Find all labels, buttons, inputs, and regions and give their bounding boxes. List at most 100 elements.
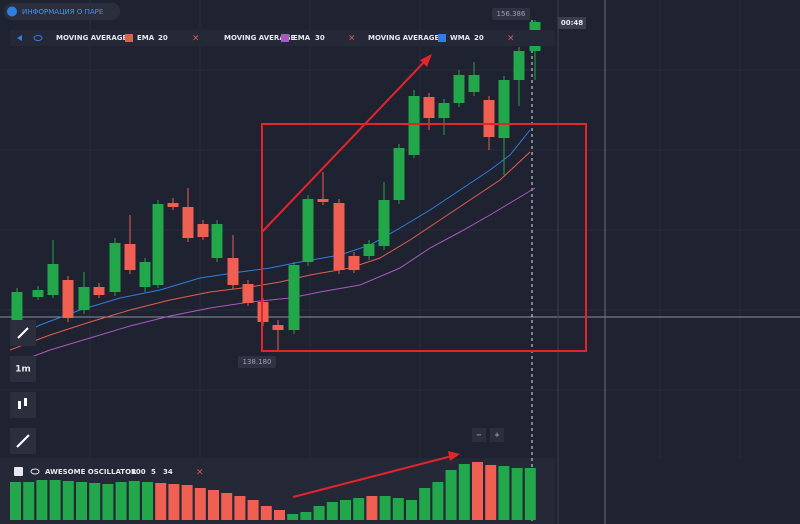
indicator-name: MOVING AVERAGE <box>56 34 127 42</box>
indicator-period: 30 <box>315 34 325 42</box>
oscillator-param: 34 <box>163 468 173 476</box>
oscillator-bar <box>168 484 180 520</box>
indicator-type: EMA <box>137 34 155 42</box>
oscillator-bar <box>234 496 246 520</box>
oscillator-bar <box>247 500 259 520</box>
remove[interactable]: × <box>507 34 515 44</box>
highlight-box <box>261 123 587 352</box>
oscillator-name: AWESOME OSCILLATOR <box>45 468 137 476</box>
candle-body <box>302 199 314 262</box>
oscillator-bar <box>181 485 193 520</box>
candle-body <box>498 80 510 138</box>
oscillator-bar <box>353 498 365 520</box>
ema20-line <box>9 151 531 351</box>
candle-body <box>393 148 405 200</box>
oscillator-bar <box>392 498 404 520</box>
oscillator-bar <box>76 482 87 520</box>
oscillator-bar <box>524 468 536 520</box>
oscillator-bar <box>379 496 391 520</box>
icon <box>24 398 27 406</box>
candle-body <box>78 287 90 310</box>
candle-body <box>32 290 44 297</box>
oscillator-bar <box>313 506 325 520</box>
eye[interactable] <box>30 468 40 475</box>
chart-type-button[interactable] <box>10 392 36 418</box>
indicator-name: MOVING AVERAGE <box>224 34 295 42</box>
candle-body <box>288 265 300 330</box>
candle-body <box>483 100 495 137</box>
oscillator-bar <box>260 506 272 520</box>
price-tag <box>238 356 276 368</box>
arrow-head <box>448 451 460 461</box>
candle-body <box>227 258 239 285</box>
candle-body <box>453 75 465 103</box>
candle-body <box>47 264 59 295</box>
candle-body <box>468 75 480 92</box>
zoom-out[interactable] <box>472 428 486 442</box>
eye[interactable] <box>33 35 43 41</box>
oscillator-bar <box>115 482 127 520</box>
oscillator-bar <box>221 493 233 520</box>
candle-body <box>438 103 450 118</box>
oscillator-bar <box>419 488 431 520</box>
oscillator-bar <box>128 481 140 520</box>
oscillator-bar <box>62 481 74 520</box>
indicator-period: 20 <box>158 34 168 42</box>
candles <box>11 20 541 350</box>
zoom-in[interactable] <box>490 428 504 442</box>
price-tag <box>492 8 530 20</box>
oscillator-bar <box>406 500 417 520</box>
ema30-line <box>9 187 536 366</box>
collapse[interactable] <box>14 467 23 476</box>
oscillator-bar <box>366 496 378 520</box>
oscillator-bar <box>194 488 206 520</box>
swatch <box>125 34 133 42</box>
candle-body <box>423 97 435 118</box>
icon <box>16 434 30 448</box>
oscillator-bar <box>472 462 483 520</box>
oscillator-bar <box>498 466 510 520</box>
candle-body <box>93 287 105 295</box>
arrow <box>261 59 427 233</box>
remove[interactable]: × <box>196 468 204 478</box>
candle-body <box>152 204 164 285</box>
oscillator-param: 100 <box>131 468 146 476</box>
oscillator-bar <box>155 483 167 520</box>
candle-body <box>167 203 179 207</box>
oscillator-bar <box>485 465 497 520</box>
oscillator-bar <box>445 470 457 520</box>
oscillator-bar <box>23 482 35 520</box>
timeframe-button[interactable] <box>10 356 36 382</box>
oscillator-bar <box>340 500 351 520</box>
oscillator-bar <box>49 480 61 520</box>
info-icon <box>7 6 17 17</box>
time-label: 00:48 <box>561 19 583 27</box>
indicator-period: 20 <box>474 34 484 42</box>
candle-body <box>62 280 74 318</box>
icon <box>18 401 21 409</box>
swatch <box>438 34 446 42</box>
remove[interactable]: × <box>192 34 200 44</box>
arrow-head <box>420 54 432 67</box>
candle-body <box>272 325 284 330</box>
oscillator-bar <box>458 464 470 520</box>
collapse[interactable] <box>17 35 22 41</box>
zoom-plus: + <box>494 431 500 439</box>
swatch <box>281 34 289 42</box>
candle-body <box>513 51 525 80</box>
candle-body <box>333 203 345 270</box>
oscillator-bar <box>102 484 114 520</box>
oscillator-bar <box>511 468 523 520</box>
info-button[interactable] <box>4 3 120 20</box>
candle-body <box>242 284 254 303</box>
candle-body <box>408 96 420 155</box>
remove[interactable]: × <box>348 34 356 44</box>
pencil-icon <box>17 327 29 339</box>
arrow <box>292 455 453 498</box>
candle-body <box>109 243 121 292</box>
oscillator-bar <box>300 512 312 520</box>
oscillator-bar <box>89 483 101 520</box>
candle-body <box>124 244 136 270</box>
oscillator-bar <box>208 490 219 520</box>
